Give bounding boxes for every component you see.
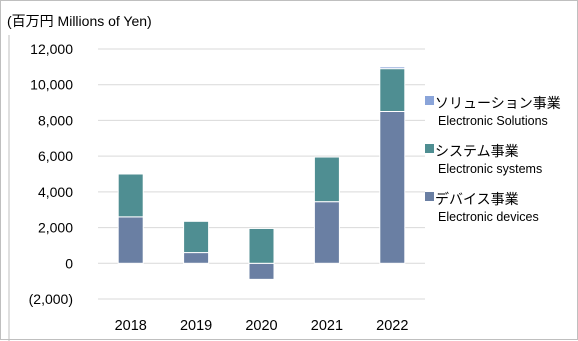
x-tick-label: 2021 xyxy=(311,318,343,334)
y-tick-label: (2,000) xyxy=(29,291,73,307)
bar-2022-series-2 xyxy=(379,66,406,70)
legend-swatch xyxy=(425,144,434,153)
x-tick-label: 2022 xyxy=(376,318,408,334)
y-tick-label: 4,000 xyxy=(38,184,73,200)
unit-label: (百万円 Millions of Yen) xyxy=(7,13,152,29)
bar-2021-series-0 xyxy=(313,201,340,264)
legend-swatch xyxy=(425,192,434,201)
legend-label-en: Electronic devices xyxy=(438,210,539,224)
legend-label-jp: デバイス事業 xyxy=(435,191,519,207)
y-tick-label: 2,000 xyxy=(38,220,73,236)
legend-label-en: Electronic systems xyxy=(438,162,543,176)
legend-label-en: Electronic Solutions xyxy=(438,114,548,128)
bar-2022-series-1 xyxy=(379,68,406,113)
y-tick-label: 12,000 xyxy=(30,41,73,57)
legend-label-jp: システム事業 xyxy=(435,143,519,159)
y-tick-label: 10,000 xyxy=(30,77,73,93)
y-tick-label: 0 xyxy=(65,255,73,271)
bar-2018-series-1 xyxy=(117,173,144,218)
x-tick-label: 2020 xyxy=(245,318,277,334)
bar-2019-series-1 xyxy=(183,220,210,254)
legend-swatch xyxy=(425,96,434,105)
bar-2020-series-0 xyxy=(248,262,275,280)
bar-2022-series-0 xyxy=(379,111,406,264)
bar-2019-series-0 xyxy=(183,252,210,264)
y-tick-label: 6,000 xyxy=(38,148,73,164)
legend-label-jp: ソリューション事業 xyxy=(435,95,561,111)
x-tick-label: 2019 xyxy=(180,318,212,334)
bar-2021-series-1 xyxy=(313,156,340,203)
bar-2018-series-0 xyxy=(117,216,144,264)
x-tick-label: 2018 xyxy=(115,318,147,334)
y-tick-label: 8,000 xyxy=(38,112,73,128)
bar-2020-series-1 xyxy=(248,227,275,264)
